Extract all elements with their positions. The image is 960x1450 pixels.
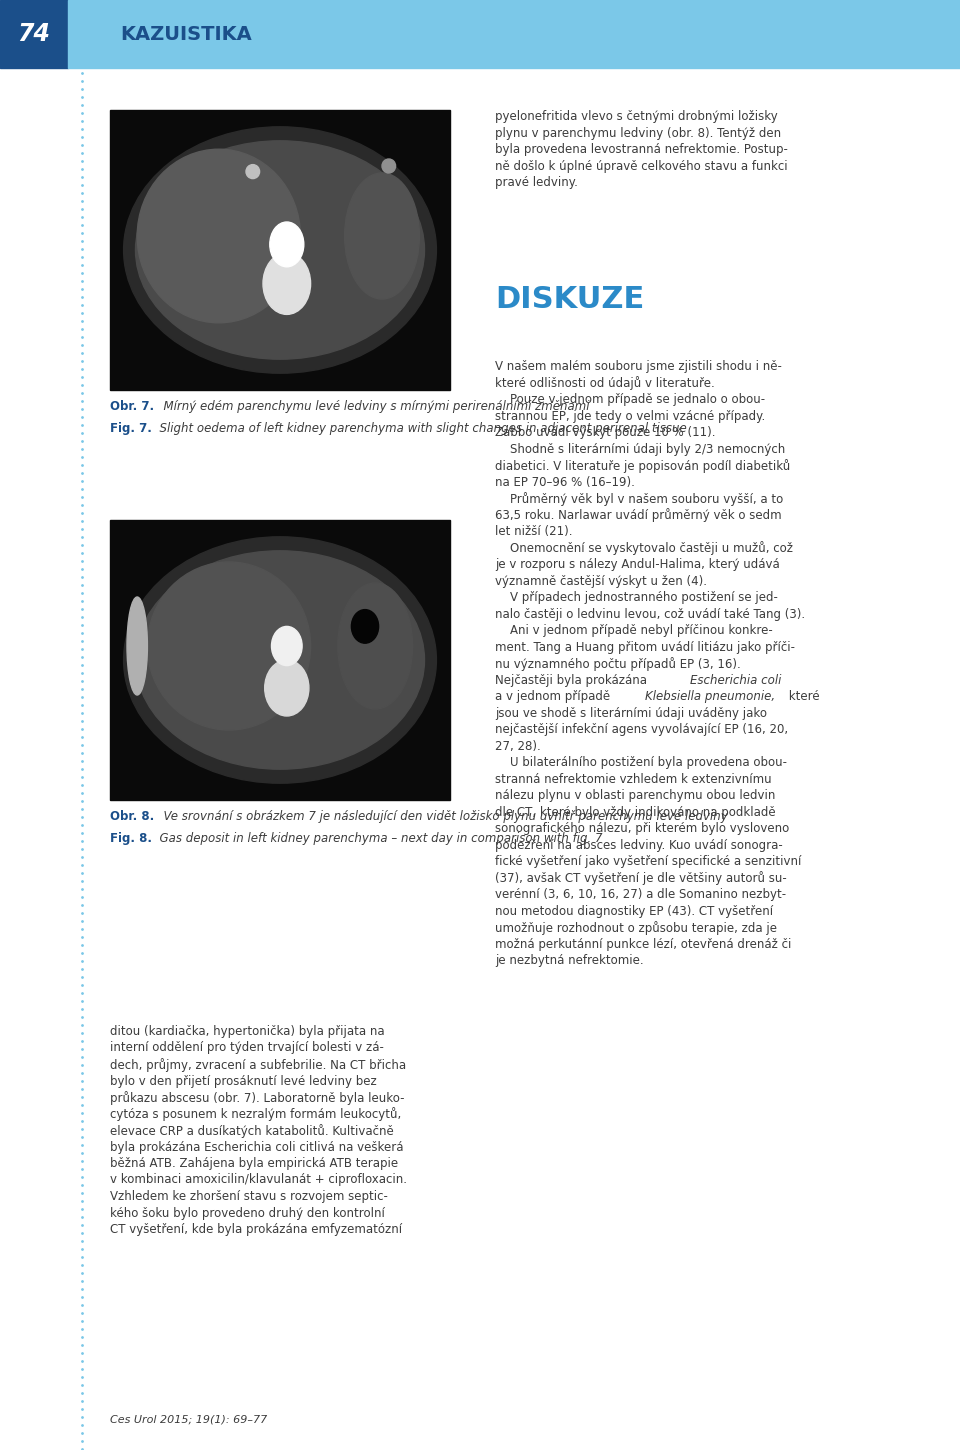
Ellipse shape xyxy=(351,609,378,644)
Bar xyxy=(0,0,68,68)
Text: významně častější výskyt u žen (4).: významně častější výskyt u žen (4). xyxy=(495,574,707,587)
Text: strannou EP, jde tedy o velmi vzácné případy.: strannou EP, jde tedy o velmi vzácné pří… xyxy=(495,409,765,422)
Ellipse shape xyxy=(124,536,437,783)
Text: nou metodou diagnostiky EP (43). CT vyšetření: nou metodou diagnostiky EP (43). CT vyše… xyxy=(495,905,773,918)
Text: dle CT, které bylo vždy indikováno na podkladě: dle CT, které bylo vždy indikováno na po… xyxy=(495,806,776,818)
Text: jsou ve shodě s literárními údaji uváděny jako: jsou ve shodě s literárními údaji uváděn… xyxy=(495,706,767,719)
Ellipse shape xyxy=(135,551,424,768)
Text: je nezbytná nefrektomie.: je nezbytná nefrektomie. xyxy=(495,954,643,967)
Text: byla provedena levostranná nefrektomie. Postup-: byla provedena levostranná nefrektomie. … xyxy=(495,144,788,157)
Text: bylo v den přijetí prosáknutí levé ledviny bez: bylo v den přijetí prosáknutí levé ledvi… xyxy=(110,1074,376,1088)
Text: Slight oedema of left kidney parenchyma with slight changes in adjacent perirena: Slight oedema of left kidney parenchyma … xyxy=(152,422,686,435)
Text: sonografického nálezu, při kterém bylo vysloveno: sonografického nálezu, při kterém bylo v… xyxy=(495,822,789,835)
Text: Mírný edém parenchymu levé ledviny s mírnými perirenálními změnami: Mírný edém parenchymu levé ledviny s mír… xyxy=(156,400,589,413)
Text: stranná nefrektomie vzhledem k extenzivnímu: stranná nefrektomie vzhledem k extenzivn… xyxy=(495,773,772,786)
Ellipse shape xyxy=(263,252,311,315)
Text: U bilaterálního postižení byla provedena obou-: U bilaterálního postižení byla provedena… xyxy=(495,755,787,768)
Text: Fig. 8.: Fig. 8. xyxy=(110,832,152,845)
Ellipse shape xyxy=(265,660,309,716)
Text: běžná ATB. Zahájena byla empirická ATB terapie: běžná ATB. Zahájena byla empirická ATB t… xyxy=(110,1157,398,1170)
Text: Onemocnění se vyskytovalo častěji u mužů, což: Onemocnění se vyskytovalo častěji u mužů… xyxy=(495,541,793,555)
Text: Ve srovnání s obrázkem 7 je následující den vidět ložisko plynu uvnitř parenchym: Ve srovnání s obrázkem 7 je následující … xyxy=(156,811,728,824)
Text: Klebsiella pneumonie,: Klebsiella pneumonie, xyxy=(645,690,775,703)
Text: CT vyšetření, kde byla prokázána emfyzematózní: CT vyšetření, kde byla prokázána emfyzem… xyxy=(110,1222,402,1235)
Text: pyelonefritida vlevo s četnými drobnými ložisky: pyelonefritida vlevo s četnými drobnými … xyxy=(495,110,778,123)
Text: umožňuje rozhodnout o způsobu terapie, zda je: umožňuje rozhodnout o způsobu terapie, z… xyxy=(495,921,777,935)
Text: ně došlo k úplné úpravě celkového stavu a funkci: ně došlo k úplné úpravě celkového stavu … xyxy=(495,160,787,173)
Text: Fig. 7.: Fig. 7. xyxy=(110,422,152,435)
Text: Shodně s literárními údaji byly 2/3 nemocných: Shodně s literárními údaji byly 2/3 nemo… xyxy=(495,442,785,455)
Text: Ani v jednom případě nebyl příčinou konkre-: Ani v jednom případě nebyl příčinou konk… xyxy=(495,624,773,637)
Text: které: které xyxy=(785,690,820,703)
Text: 74: 74 xyxy=(17,22,51,46)
Text: V našem malém souboru jsme zjistili shodu i ně-: V našem malém souboru jsme zjistili shod… xyxy=(495,360,781,373)
Text: nálezu plynu v oblasti parenchymu obou ledvin: nálezu plynu v oblasti parenchymu obou l… xyxy=(495,789,776,802)
Ellipse shape xyxy=(246,165,259,178)
Ellipse shape xyxy=(338,583,413,709)
Text: kého šoku bylo provedeno druhý den kontrolní: kého šoku bylo provedeno druhý den kontr… xyxy=(110,1206,385,1219)
Text: KAZUISTIKA: KAZUISTIKA xyxy=(120,25,252,44)
Text: (37), avšak CT vyšetření je dle většiny autorů su-: (37), avšak CT vyšetření je dle většiny … xyxy=(495,871,787,886)
Text: let nižší (21).: let nižší (21). xyxy=(495,525,572,538)
Ellipse shape xyxy=(135,141,424,360)
Text: průkazu abscesu (obr. 7). Laboratorně byla leuko-: průkazu abscesu (obr. 7). Laboratorně by… xyxy=(110,1090,404,1105)
Text: Zabbo uvádí výskyt pouze 10 % (11).: Zabbo uvádí výskyt pouze 10 % (11). xyxy=(495,426,715,439)
Text: dech, průjmy, zvracení a subfebrilie. Na CT břicha: dech, průjmy, zvracení a subfebrilie. Na… xyxy=(110,1058,406,1072)
Ellipse shape xyxy=(124,126,437,373)
Ellipse shape xyxy=(137,149,300,323)
Bar xyxy=(110,110,450,390)
Text: nu významného počtu případů EP (3, 16).: nu významného počtu případů EP (3, 16). xyxy=(495,657,741,671)
Text: podezření na absces ledviny. Kuo uvádí sonogra-: podezření na absces ledviny. Kuo uvádí s… xyxy=(495,838,782,851)
Text: Obr. 7.: Obr. 7. xyxy=(110,400,155,413)
Text: V případech jednostranného postižení se jed-: V případech jednostranného postižení se … xyxy=(495,592,778,605)
Text: Průměrný věk byl v našem souboru vyšší, a to: Průměrný věk byl v našem souboru vyšší, … xyxy=(495,492,783,506)
Ellipse shape xyxy=(127,597,148,695)
Ellipse shape xyxy=(148,563,311,729)
Ellipse shape xyxy=(270,222,303,267)
Bar xyxy=(110,521,450,800)
Text: Pouze v jednom případě se jednalo o obou-: Pouze v jednom případě se jednalo o obou… xyxy=(495,393,765,406)
Text: Escherichia coli: Escherichia coli xyxy=(690,673,781,686)
Ellipse shape xyxy=(272,626,302,666)
Text: plynu v parenchymu ledviny (obr. 8). Tentýž den: plynu v parenchymu ledviny (obr. 8). Ten… xyxy=(495,126,781,139)
Text: Ces Urol 2015; 19(1): 69–77: Ces Urol 2015; 19(1): 69–77 xyxy=(110,1415,267,1425)
Text: elevace CRP a dusíkatých katabolitů. Kultivačně: elevace CRP a dusíkatých katabolitů. Kul… xyxy=(110,1124,394,1138)
Text: v kombinaci amoxicilin/klavulanát + ciprofloxacin.: v kombinaci amoxicilin/klavulanát + cipr… xyxy=(110,1173,407,1186)
Ellipse shape xyxy=(382,160,396,173)
Text: 27, 28).: 27, 28). xyxy=(495,740,540,753)
Text: cytóza s posunem k nezralým formám leukocytů,: cytóza s posunem k nezralým formám leuko… xyxy=(110,1108,401,1121)
Text: nejčastější infekční agens vyvolávající EP (16, 20,: nejčastější infekční agens vyvolávající … xyxy=(495,724,788,737)
Text: DISKUZE: DISKUZE xyxy=(495,286,644,315)
Text: na EP 70–96 % (16–19).: na EP 70–96 % (16–19). xyxy=(495,476,635,489)
Text: Gas deposit in left kidney parenchyma – next day in comparison with fig. 7: Gas deposit in left kidney parenchyma – … xyxy=(152,832,603,845)
Text: 63,5 roku. Narlawar uvádí průměrný věk o sedm: 63,5 roku. Narlawar uvádí průměrný věk o… xyxy=(495,509,781,522)
Text: ditou (kardiačka, hypertonička) byla přijata na: ditou (kardiačka, hypertonička) byla při… xyxy=(110,1025,385,1038)
Text: které odlišnosti od údajů v literatuře.: které odlišnosti od údajů v literatuře. xyxy=(495,377,715,390)
Text: Vzhledem ke zhoršení stavu s rozvojem septic-: Vzhledem ke zhoršení stavu s rozvojem se… xyxy=(110,1190,388,1203)
Ellipse shape xyxy=(345,173,420,299)
Text: a v jednom případě: a v jednom případě xyxy=(495,690,613,703)
Text: verénní (3, 6, 10, 16, 27) a dle Somanino nezbyt-: verénní (3, 6, 10, 16, 27) a dle Somanin… xyxy=(495,887,786,900)
Text: pravé ledviny.: pravé ledviny. xyxy=(495,175,578,188)
Text: Obr. 8.: Obr. 8. xyxy=(110,811,155,824)
Text: byla prokázána Escherichia coli citlivá na veškerá: byla prokázána Escherichia coli citlivá … xyxy=(110,1141,403,1154)
Text: Nejčastěji byla prokázána: Nejčastěji byla prokázána xyxy=(495,673,651,686)
Text: je v rozporu s nálezy Andul-Halima, který udává: je v rozporu s nálezy Andul-Halima, kter… xyxy=(495,558,780,571)
Text: interní oddělení pro týden trvající bolesti v zá-: interní oddělení pro týden trvající bole… xyxy=(110,1041,384,1054)
Text: fické vyšetření jako vyšetření specifické a senzitivní: fické vyšetření jako vyšetření specifick… xyxy=(495,856,802,869)
Text: nalo častěji o ledvinu levou, což uvádí také Tang (3).: nalo častěji o ledvinu levou, což uvádí … xyxy=(495,608,805,621)
Text: ment. Tang a Huang přitom uvádí litiázu jako příči-: ment. Tang a Huang přitom uvádí litiázu … xyxy=(495,641,795,654)
Text: možná perkutánní punkce lézí, otevřená drenáž či: možná perkutánní punkce lézí, otevřená d… xyxy=(495,938,791,951)
Bar xyxy=(68,0,960,68)
Text: diabetici. V literatuře je popisován podíl diabetiků: diabetici. V literatuře je popisován pod… xyxy=(495,460,790,473)
